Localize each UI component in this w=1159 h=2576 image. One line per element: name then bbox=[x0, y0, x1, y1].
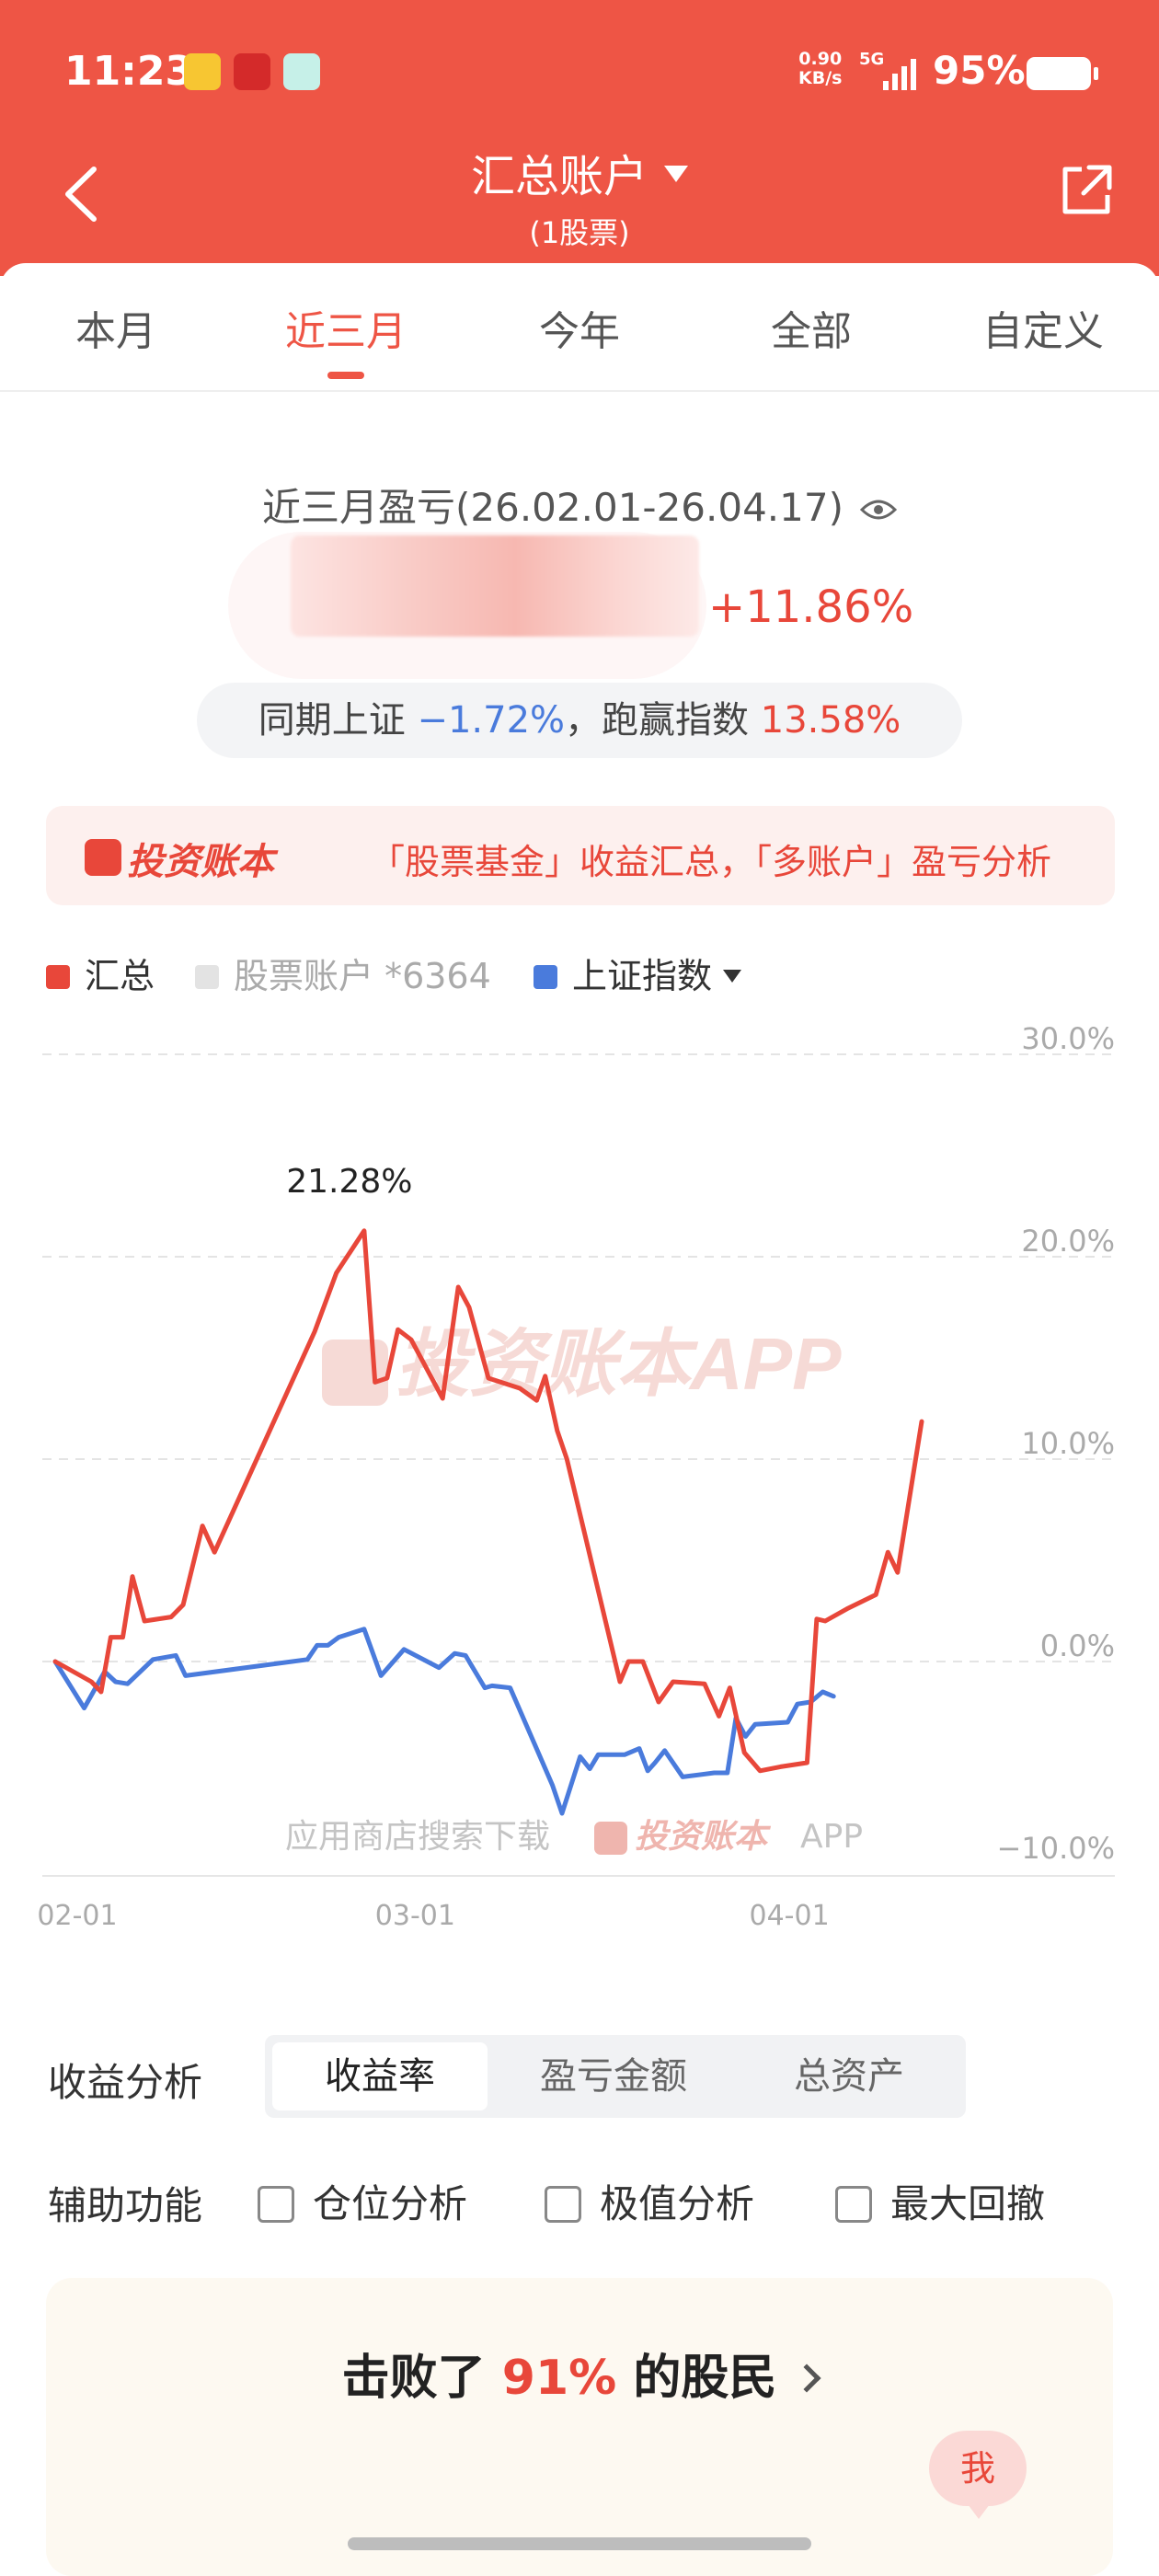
returns-chart: 30.0%20.0%10.0%0.0%−10.0% 投资账本APP 应用商店搜索… bbox=[37, 1021, 1115, 1932]
home-indicator[interactable] bbox=[348, 2537, 811, 2550]
beat-investors-text[interactable]: 击败了 91% 的股民 bbox=[0, 2339, 1159, 2408]
beat-percent: 91% bbox=[501, 2351, 617, 2406]
battery-percent: 95% bbox=[933, 48, 1026, 93]
legend-index[interactable]: 上证指数 bbox=[534, 948, 742, 998]
app-logo-icon bbox=[85, 839, 121, 876]
max-drawdown-checkbox[interactable]: 最大回撤 bbox=[835, 2173, 1045, 2229]
tab-return-rate[interactable]: 收益率 bbox=[272, 2042, 488, 2110]
legend-swatch-stock bbox=[195, 965, 219, 989]
y-tick-label: −10.0% bbox=[997, 1831, 1115, 1866]
y-tick-label: 30.0% bbox=[1021, 1021, 1115, 1056]
chart-watermark: 投资账本APP bbox=[396, 1323, 842, 1405]
tab-profit-amount[interactable]: 盈亏金额 bbox=[540, 2055, 687, 2098]
period-label: 近三月盈亏(26.02.01-26.04.17) bbox=[262, 485, 843, 530]
position-analysis-checkbox[interactable]: 仓位分析 bbox=[258, 2173, 467, 2229]
y-tick-label: 10.0% bbox=[1021, 1426, 1115, 1461]
x-tick-label: 02-01 bbox=[37, 1900, 117, 1932]
eye-icon[interactable] bbox=[860, 497, 897, 523]
network-type: 5G bbox=[859, 50, 885, 69]
page-subtitle: (1股票) bbox=[529, 215, 630, 250]
legend-total[interactable]: 汇总 bbox=[46, 948, 155, 998]
signal-icon bbox=[883, 59, 916, 90]
promo-logo-text: 投资账本 bbox=[127, 841, 274, 883]
hidden-amount bbox=[291, 535, 699, 637]
tab-all[interactable]: 全部 bbox=[771, 308, 852, 355]
index-comparison: 同期上证 −1.72%，跑赢指数 13.58% bbox=[197, 683, 962, 758]
account-selector[interactable]: 汇总账户 bbox=[0, 140, 1159, 204]
back-arrow-icon[interactable] bbox=[59, 162, 103, 226]
footer-note-suffix: APP bbox=[800, 1818, 863, 1856]
extreme-analysis-checkbox[interactable]: 极值分析 bbox=[545, 2173, 754, 2229]
chevron-right-icon bbox=[792, 2363, 821, 2393]
tab-custom[interactable]: 自定义 bbox=[982, 308, 1104, 355]
index-percent: −1.72% bbox=[417, 699, 566, 742]
y-tick-label: 20.0% bbox=[1021, 1224, 1115, 1259]
x-tick-label: 04-01 bbox=[749, 1900, 829, 1932]
checkbox-icon bbox=[835, 2186, 872, 2223]
beat-investors-card[interactable] bbox=[46, 2278, 1113, 2576]
net-speed: 0.90 KB/s bbox=[798, 49, 843, 88]
promo-banner[interactable]: 投资账本 「股票基金」收益汇总，「多账户」盈亏分析 bbox=[46, 806, 1115, 905]
analysis-selector: 收益率 盈亏金额 总资产 bbox=[265, 2035, 966, 2118]
tab-this-year[interactable]: 今年 bbox=[539, 308, 620, 355]
app-header bbox=[0, 0, 1159, 276]
aux-label: 辅助功能 bbox=[48, 2183, 203, 2228]
series-line-index bbox=[52, 1627, 836, 1816]
series-line-total bbox=[52, 1228, 924, 1774]
chart-footer-note: 应用商店搜索下载 bbox=[285, 1818, 550, 1856]
dropdown-caret-icon bbox=[664, 166, 688, 182]
legend-swatch-index bbox=[534, 965, 557, 989]
footer-note-brand: 投资账本 bbox=[635, 1818, 772, 1856]
promo-message: 「股票基金」收益汇总，「多账户」盈亏分析 bbox=[370, 842, 1052, 882]
page-title: 汇总账户 bbox=[470, 151, 648, 202]
share-icon[interactable] bbox=[1058, 162, 1115, 219]
y-tick-label: 0.0% bbox=[1040, 1628, 1115, 1663]
tab-total-assets[interactable]: 总资产 bbox=[794, 2055, 904, 2098]
active-tab-indicator bbox=[327, 372, 364, 379]
checkbox-icon bbox=[258, 2186, 294, 2223]
return-percent: +11.86% bbox=[708, 581, 914, 633]
footer-logo-icon bbox=[594, 1822, 627, 1855]
chart-legend: 汇总 股票账户 *6364 上证指数 bbox=[46, 948, 1113, 999]
tab-this-month[interactable]: 本月 bbox=[75, 308, 156, 355]
notification-app-icon bbox=[184, 53, 221, 90]
period-summary: 近三月盈亏(26.02.01-26.04.17) bbox=[0, 477, 1159, 533]
notification-app-icon bbox=[234, 53, 270, 90]
period-tabs: 本月 近三月 今年 全部 自定义 bbox=[0, 263, 1159, 392]
dropdown-caret-icon bbox=[723, 970, 742, 983]
checkbox-icon bbox=[545, 2186, 581, 2223]
status-bar: 11:23 0.90 KB/s 5G 95% bbox=[0, 44, 1159, 103]
watermark-logo-icon bbox=[322, 1340, 388, 1406]
x-tick-label: 03-01 bbox=[375, 1900, 455, 1932]
analysis-label: 收益分析 bbox=[48, 2060, 203, 2105]
peak-label: 21.28% bbox=[286, 1163, 412, 1201]
status-time: 11:23 bbox=[64, 48, 194, 95]
legend-swatch-total bbox=[46, 965, 70, 989]
me-button[interactable]: 我 bbox=[929, 2431, 1027, 2519]
legend-stock-account[interactable]: 股票账户 *6364 bbox=[195, 948, 491, 998]
beat-index-percent: 13.58% bbox=[760, 699, 901, 742]
notification-app-icon bbox=[283, 53, 320, 90]
battery-icon bbox=[1027, 57, 1098, 90]
tab-last-three-months[interactable]: 近三月 bbox=[285, 308, 407, 355]
